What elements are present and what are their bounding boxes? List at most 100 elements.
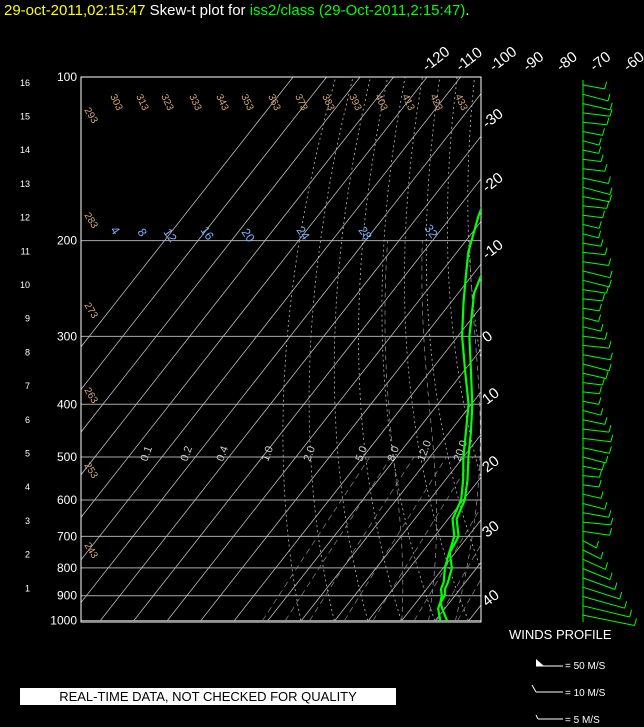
height-label: 2 xyxy=(25,550,30,560)
wind-barb-flag xyxy=(607,176,611,184)
wind-barb-flag xyxy=(599,303,602,312)
isotherm xyxy=(233,306,481,621)
wind-barb xyxy=(582,605,630,618)
isotherm xyxy=(267,348,481,621)
mixing-ratio-line xyxy=(413,506,481,621)
temp-right-label: -10 xyxy=(479,236,507,263)
wind-barb xyxy=(582,586,620,600)
wind-scale-10: = 10 M/S xyxy=(565,688,606,699)
theta-label: 403 xyxy=(372,93,389,113)
wind-barb xyxy=(582,577,616,590)
wind-barb-flag xyxy=(598,314,602,322)
wind-barb-flag xyxy=(604,81,608,90)
wind-scale-barb-icon xyxy=(531,684,537,693)
theta-e-label: 28 xyxy=(356,224,375,243)
wind-barb-flag xyxy=(609,528,613,536)
mixing-ratio-line xyxy=(457,578,481,621)
dry-adiabat xyxy=(631,77,644,621)
isotherm xyxy=(569,77,644,621)
wind-barb-flag xyxy=(600,408,604,416)
winds-profile-label: WINDS PROFILE xyxy=(509,627,612,642)
dry-adiabat xyxy=(358,77,402,621)
wind-scale-5: = 5 M/S xyxy=(565,715,600,726)
wind-barb-flag xyxy=(614,582,618,590)
theta-label: 343 xyxy=(213,93,230,113)
wind-barb-flag xyxy=(608,424,612,433)
theta-label: 253 xyxy=(81,461,99,481)
wind-barb-flag xyxy=(609,187,613,195)
wind-scale-50: = 50 M/S xyxy=(565,661,606,672)
wind-barb-flag xyxy=(619,591,623,600)
wind-barb xyxy=(582,103,611,111)
mixing-ratio-line xyxy=(309,456,415,621)
isotherm xyxy=(367,476,481,621)
mixing-ratio-label: 8.0 xyxy=(386,445,403,463)
temp-top-label: -80 xyxy=(553,48,581,75)
wind-barb-flag xyxy=(602,210,606,218)
wind-barb-flag xyxy=(600,491,604,499)
wind-barb-flag xyxy=(604,164,608,172)
moist-adiabat xyxy=(482,241,540,621)
wind-barb-flag xyxy=(609,572,613,580)
mixing-ratio-line xyxy=(262,456,371,621)
wind-barb-flag xyxy=(598,479,602,488)
title-station: iss2/class (29-Oct-2011,2:15:47) xyxy=(249,2,466,19)
wind-barb-flag xyxy=(605,562,608,570)
temp-right-label: -30 xyxy=(479,105,507,132)
isotherm xyxy=(536,77,644,621)
isotherm xyxy=(300,391,481,621)
temp-top-label: -70 xyxy=(587,48,615,75)
temp-right-label: 20 xyxy=(479,452,503,476)
wind-barb xyxy=(582,475,600,478)
theta-label: 293 xyxy=(81,106,99,126)
wind-barb-flag xyxy=(602,377,605,386)
moist-adiabat xyxy=(384,240,404,621)
dry-adiabat xyxy=(333,77,371,621)
wind-barb-flag xyxy=(606,286,609,294)
height-label: 5 xyxy=(25,449,30,459)
temp-right-label: 10 xyxy=(479,384,503,408)
wind-barb xyxy=(582,131,603,136)
wind-barb-flag xyxy=(599,386,602,394)
wind-barb-flag xyxy=(609,194,613,202)
height-label: 1 xyxy=(25,583,30,593)
wind-barb xyxy=(582,530,610,536)
height-label: 12 xyxy=(20,213,30,223)
pressure-label: 400 xyxy=(57,397,77,411)
theta-label: 303 xyxy=(107,93,124,113)
height-label: 8 xyxy=(25,347,30,357)
wind-scale-flag-icon xyxy=(536,659,544,666)
wind-barb xyxy=(582,224,600,229)
moist-adiabat xyxy=(455,240,481,621)
wind-barb xyxy=(582,233,599,239)
chart-title: 29-oct-2011,02:15:47 Skew-t plot for iss… xyxy=(4,2,470,19)
title-period: . xyxy=(465,2,470,19)
wind-barb xyxy=(582,382,603,386)
wind-barb-flag xyxy=(602,293,606,302)
isotherm xyxy=(133,178,481,621)
wind-barb xyxy=(582,84,605,90)
theta-label: 263 xyxy=(81,386,99,406)
height-label: 4 xyxy=(25,482,30,492)
dry-adiabat xyxy=(561,77,644,621)
isotherm xyxy=(200,263,481,621)
isotherm xyxy=(401,519,481,621)
mixing-ratio-line xyxy=(285,456,392,621)
wind-barb xyxy=(582,503,605,510)
wind-barb xyxy=(582,242,602,247)
dewpoint-trace xyxy=(437,206,481,621)
height-label: 10 xyxy=(20,280,30,290)
wind-barb xyxy=(582,298,603,302)
wind-barb xyxy=(582,447,610,454)
theta-label: 433 xyxy=(452,93,469,113)
theta-label: 243 xyxy=(81,541,99,561)
dry-adiabat xyxy=(596,77,644,621)
isotherm xyxy=(434,561,481,621)
wind-barb xyxy=(582,158,602,162)
mixing-ratio-label: 1.0 xyxy=(260,445,277,463)
height-label: 14 xyxy=(20,145,30,155)
wind-barb-flag xyxy=(610,434,614,442)
temp-right-label: 40 xyxy=(479,586,503,610)
wind-barb xyxy=(582,493,602,499)
wind-barb xyxy=(582,372,607,379)
